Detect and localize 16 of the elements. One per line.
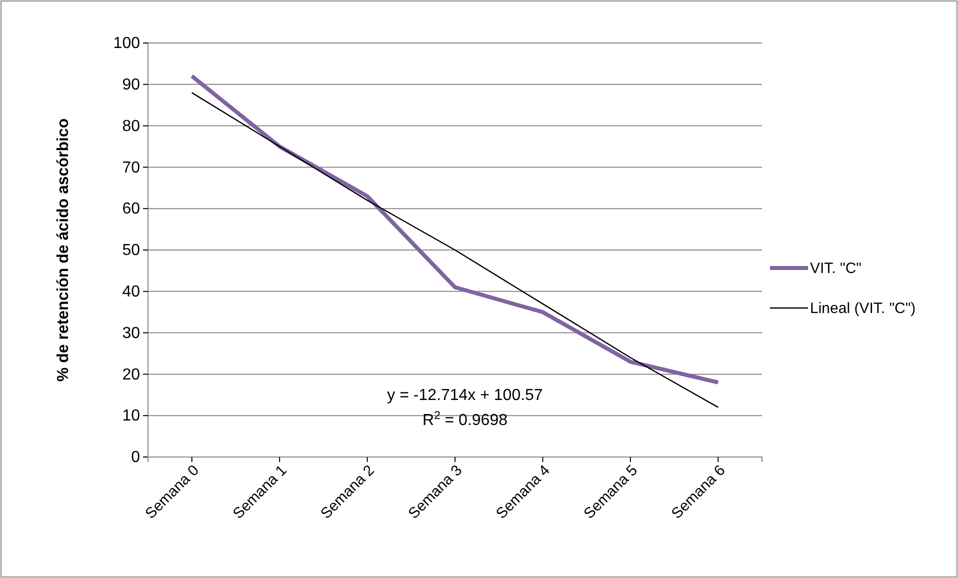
- y-tick-label: 40: [122, 284, 140, 301]
- y-tick-label: 100: [113, 35, 140, 52]
- annotation: y = -12.714x + 100.57: [387, 387, 543, 404]
- y-tick-label: 60: [122, 200, 140, 218]
- y-axis-title: % de retención de ácido ascórbico: [55, 118, 72, 382]
- y-tick-label: 30: [122, 324, 140, 342]
- y-tick-label: 20: [122, 366, 140, 384]
- y-tick-label: 10: [122, 408, 140, 425]
- y-tick-label: 50: [122, 242, 140, 260]
- annotation: R$^{2}$ = 0.9698: [422, 410, 508, 429]
- y-tick-label: 90: [122, 76, 140, 94]
- legend-label: VIT. "C": [810, 260, 862, 277]
- y-tick-label: 70: [122, 159, 140, 176]
- y-tick-label: 0: [131, 449, 140, 466]
- y-tick-label: 80: [122, 118, 140, 135]
- legend-label: Lineal (VIT. "C"): [810, 300, 916, 317]
